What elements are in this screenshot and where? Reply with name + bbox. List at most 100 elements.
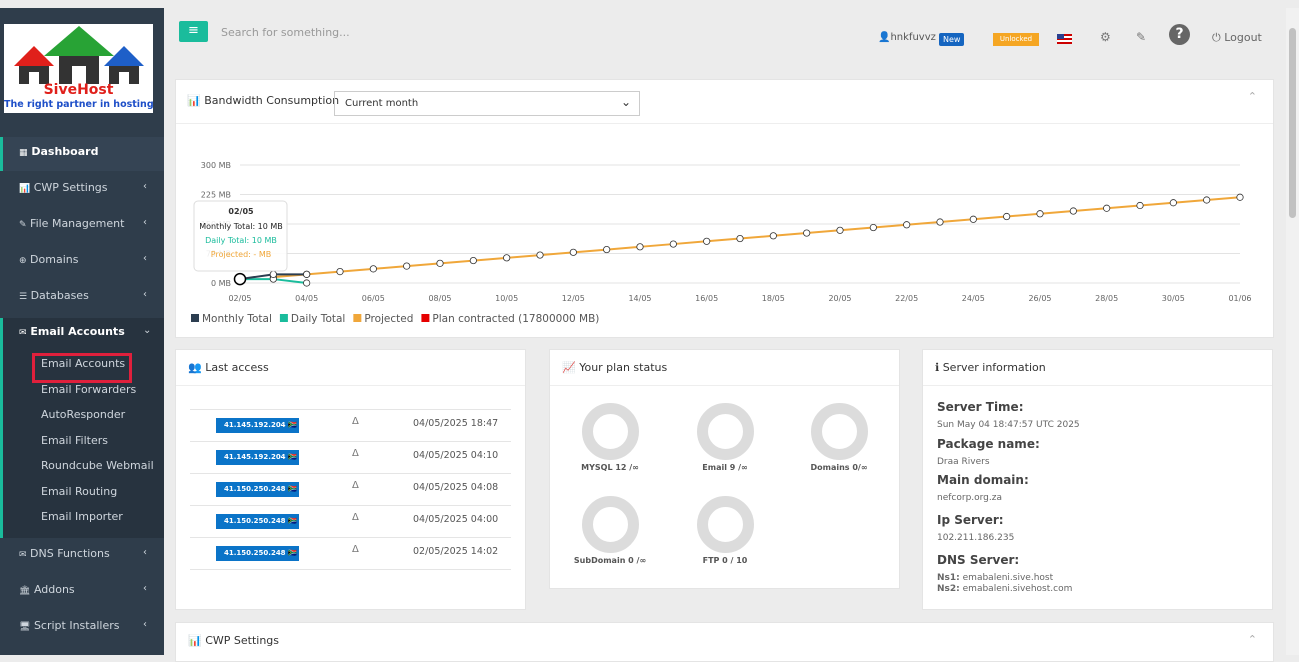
menu-label: Dashboard (31, 145, 99, 158)
arrow: ⌄ (143, 325, 152, 336)
settings-icon[interactable]: ⚙ (1100, 30, 1111, 44)
ip-badge: 41.145.192.204 🇿🇦 (216, 450, 299, 465)
cwp-panel: 📊 CWP Settings ⌃ (175, 622, 1274, 662)
brush-icon[interactable]: ✎ (1136, 30, 1147, 44)
menu-item[interactable]: ✉ Email Accounts (19, 325, 125, 338)
ns: Ns2: emabaleni.sivehost.com (937, 584, 1072, 594)
submenu-item[interactable]: Email Filters (41, 434, 108, 447)
menu-item[interactable]: ☰ Databases (19, 289, 89, 302)
menu-item[interactable]: ▦ Dashboard (19, 145, 99, 158)
plan-label: Domains 0/∞ (810, 463, 868, 472)
ip: 41.150.250.248 (224, 485, 286, 493)
menu-label: DNS Functions (30, 547, 110, 560)
sidebar: SiveHost The right partner in hosting ▦ … (0, 8, 164, 655)
plan-label: FTP 0 / 10 (702, 556, 748, 565)
point (769, 232, 777, 240)
legend-swatch (421, 314, 430, 322)
legend-swatch (353, 314, 362, 322)
y-tick-label: 300 MB (201, 161, 231, 170)
arrow: ‹ (143, 289, 147, 300)
legend-label: Daily Total (291, 313, 345, 325)
menu-label: Databases (30, 289, 89, 302)
submenu-item[interactable]: Email Forwarders (41, 383, 137, 396)
submenu-item[interactable]: Roundcube Webmail (41, 459, 154, 472)
menu-item[interactable]: ✎ File Management (19, 217, 125, 230)
legend-swatch (191, 314, 199, 322)
point (936, 218, 944, 226)
os-icon: Δ (352, 416, 359, 427)
x-tick-label: 16/05 (695, 294, 718, 303)
ns-label: Ns2: (937, 584, 960, 594)
menu-item[interactable]: 🏛 Addons (19, 583, 75, 596)
ns-value: emabaleni.sive.host (962, 573, 1054, 583)
ip-badge: 41.150.250.248 🇿🇦 (216, 514, 299, 529)
x-tick-label: 02/05 (228, 294, 251, 303)
point (1036, 210, 1044, 218)
period-select[interactable]: Current month ⌄ (334, 91, 640, 116)
menu-item[interactable]: 🖥 Script Installers (19, 619, 120, 632)
point (1069, 207, 1077, 215)
point (303, 279, 311, 287)
menu-item[interactable]: ✉ DNS Functions (19, 547, 110, 560)
point (436, 259, 444, 267)
submenu-item[interactable]: AutoResponder (41, 408, 126, 421)
ns-label: Ns1: (937, 573, 960, 583)
tagline: The right partner in hosting (4, 99, 154, 110)
last-access-panel: 👥 Last access 41.145.192.204 🇿🇦 Δ 04/05/20… (175, 349, 526, 610)
divider (176, 123, 1273, 124)
period: Current month (345, 98, 419, 109)
info-label: Ip Server: (937, 513, 1004, 527)
collapse[interactable]: ⌃ (1247, 633, 1257, 646)
collapse[interactable]: ⌃ (1247, 90, 1257, 103)
logo-icon (14, 26, 144, 84)
active-row (0, 137, 164, 171)
point (1169, 199, 1177, 207)
ip: 41.150.250.248 (224, 549, 286, 557)
submenu-item[interactable]: Email Routing (41, 485, 118, 498)
menu-item[interactable]: ⊕ Domains (19, 253, 79, 266)
x-tick-label: 04/05 (295, 294, 318, 303)
bandwidth-panel: 📊 Bandwidth Consumption Current month ⌄ ⌃… (175, 79, 1274, 338)
legend-label: Plan contracted (17800000 MB) (432, 313, 599, 325)
point (903, 221, 911, 229)
menu-toggle[interactable]: ≡ (179, 21, 208, 42)
panel-header: ℹ Server information (923, 350, 1272, 386)
point (1003, 212, 1011, 221)
x-tick-label: 30/05 (1162, 294, 1185, 303)
arrow: ‹ (143, 253, 147, 264)
status: Unlocked (993, 33, 1039, 46)
legend-swatch (279, 314, 288, 322)
x-tick-label: 08/05 (428, 294, 451, 303)
tooltip-daily: Daily Total: 10 MB (205, 236, 277, 245)
submenu-item[interactable]: Email Accounts (41, 357, 126, 370)
point (636, 243, 644, 251)
open-section (0, 318, 164, 538)
x-tick-label: 24/05 (962, 294, 985, 303)
menu-label: Script Installers (33, 619, 120, 632)
logout[interactable]: ⏻ Logout (1212, 31, 1262, 44)
point (569, 248, 577, 256)
point (869, 223, 877, 232)
flag[interactable] (1057, 34, 1072, 44)
info-value: Sun May 04 18:47:57 UTC 2025 (937, 420, 1080, 430)
search[interactable]: Search for something... (221, 26, 350, 39)
user[interactable]: 👤hnkfuvvz (878, 32, 936, 43)
menu-item[interactable]: 📊 CWP Settings (19, 181, 108, 194)
help-icon[interactable]: ? (1169, 24, 1190, 45)
point (703, 237, 711, 245)
panel-header: 📊 CWP Settings (188, 634, 280, 647)
x-tick-label: 01/06 (1228, 294, 1251, 303)
title-text: Bandwidth Consumption (204, 94, 340, 107)
highlight-box (32, 353, 132, 383)
point (469, 256, 477, 265)
arrow: ‹ (143, 619, 147, 630)
x-tick-label: 18/05 (762, 294, 785, 303)
menu-label: CWP Settings (33, 181, 108, 194)
submenu-item[interactable]: Email Importer (41, 510, 123, 523)
point (403, 262, 411, 270)
ip: 41.150.250.248 (224, 517, 286, 525)
point (369, 265, 377, 273)
y-tick-label: 0 MB (211, 279, 231, 288)
x-tick-label: 20/05 (828, 294, 851, 303)
